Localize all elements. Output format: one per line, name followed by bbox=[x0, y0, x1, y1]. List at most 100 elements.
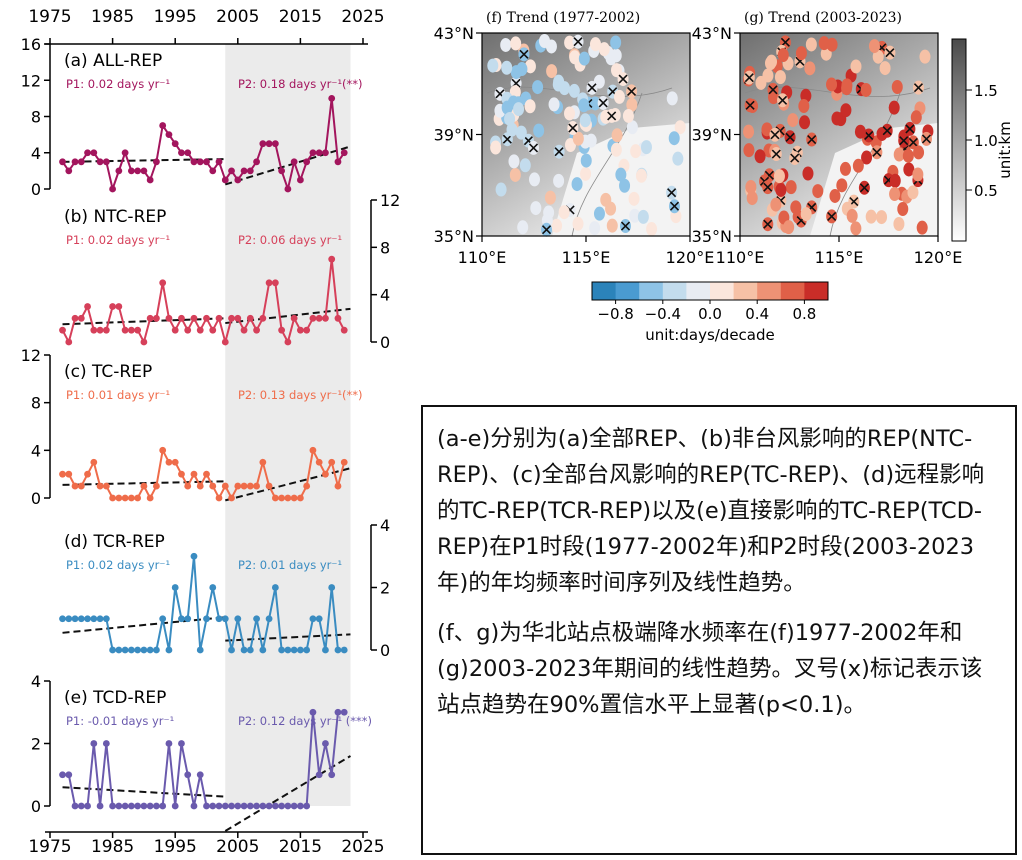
data-point bbox=[96, 615, 104, 623]
station-marker bbox=[509, 85, 521, 100]
station-marker bbox=[522, 133, 534, 148]
station-marker bbox=[605, 201, 617, 216]
lat-tick-label: 43°N bbox=[434, 24, 474, 43]
significance-cross bbox=[554, 147, 564, 157]
data-point bbox=[228, 802, 235, 810]
station-marker bbox=[769, 127, 781, 142]
station-marker bbox=[891, 79, 903, 94]
data-point bbox=[309, 446, 317, 454]
station-marker bbox=[564, 35, 576, 50]
data-point bbox=[290, 802, 298, 810]
significance-cross bbox=[785, 132, 795, 142]
significance-cross bbox=[775, 126, 785, 136]
data-point bbox=[134, 494, 142, 502]
significance-cross bbox=[587, 83, 597, 93]
y-tick-label: 16 bbox=[21, 35, 41, 54]
station-marker bbox=[585, 133, 597, 148]
station-marker bbox=[593, 206, 605, 221]
data-point bbox=[309, 708, 317, 716]
data-point bbox=[278, 802, 286, 810]
station-marker bbox=[507, 117, 519, 132]
significance-cross bbox=[792, 148, 802, 158]
station-marker bbox=[590, 37, 602, 52]
year-tick-label: 2005 bbox=[216, 837, 259, 857]
station-marker bbox=[893, 147, 905, 162]
significance-cross bbox=[900, 144, 910, 154]
data-point bbox=[340, 708, 348, 716]
station-marker bbox=[579, 116, 591, 131]
significance-cross bbox=[502, 134, 512, 144]
data-point bbox=[115, 802, 123, 810]
station-marker bbox=[858, 180, 870, 195]
data-point bbox=[77, 802, 85, 810]
y-tick-label: 0 bbox=[380, 641, 390, 660]
data-point bbox=[209, 326, 217, 334]
p1-rate-text: P1: 0.02 days yr⁻¹ bbox=[66, 77, 170, 91]
panel-e: 0 2 4 (e) TCD-REP P1: -0.01 days yr⁻¹ P2: 0.1… bbox=[31, 672, 372, 832]
lon-tick-label: 110°E bbox=[716, 248, 765, 267]
colorbar-frame bbox=[591, 281, 829, 301]
year-tick-label: 2025 bbox=[341, 837, 384, 857]
station-marker bbox=[841, 201, 853, 216]
station-marker bbox=[776, 216, 788, 231]
significance-cross bbox=[565, 205, 575, 215]
panel-b: 0 4 8 12 (b) NTC-REP P1: 0.02 days yr⁻¹ P2: 0.… bbox=[59, 191, 400, 352]
data-point bbox=[115, 167, 123, 175]
data-point bbox=[253, 158, 260, 166]
station-marker bbox=[494, 86, 506, 101]
data-point bbox=[90, 615, 98, 623]
station-marker bbox=[780, 219, 792, 234]
station-marker bbox=[636, 167, 648, 182]
station-marker bbox=[569, 48, 581, 63]
station-marker bbox=[913, 145, 925, 160]
data-point bbox=[153, 802, 160, 810]
station-marker bbox=[805, 37, 817, 52]
station-marker bbox=[509, 167, 521, 182]
data-point bbox=[271, 494, 279, 502]
year-tick-label: 1985 bbox=[91, 7, 134, 27]
station-marker bbox=[518, 43, 530, 58]
station-marker bbox=[569, 50, 581, 65]
station-marker bbox=[607, 138, 619, 153]
data-point bbox=[284, 494, 292, 502]
data-point bbox=[215, 158, 223, 166]
station-marker bbox=[568, 105, 580, 120]
panel-d: 0 2 4 (d) TCR-REP P1: 0.02 days yr⁻¹ P2: 0.01… bbox=[59, 516, 390, 660]
station-marker bbox=[768, 90, 780, 105]
station-marker bbox=[804, 61, 816, 76]
station-marker bbox=[553, 144, 565, 159]
data-point bbox=[140, 482, 148, 490]
data-point bbox=[84, 470, 91, 478]
station-marker bbox=[606, 108, 618, 123]
y-tick-label: 2 bbox=[380, 579, 390, 598]
station-marker bbox=[552, 100, 564, 115]
station-marker bbox=[610, 142, 622, 157]
station-marker bbox=[490, 58, 502, 73]
significance-cross bbox=[777, 47, 787, 57]
station-marker bbox=[628, 191, 640, 206]
station-marker bbox=[506, 122, 518, 137]
station-marker bbox=[578, 139, 590, 154]
station-marker bbox=[569, 129, 581, 144]
data-point bbox=[159, 446, 167, 454]
station-marker bbox=[777, 48, 789, 63]
station-marker bbox=[761, 122, 773, 137]
colorbar-tick-label: 0.0 bbox=[698, 305, 722, 323]
station-marker bbox=[553, 74, 565, 89]
year-tick-label: 1975 bbox=[28, 837, 71, 857]
station-marker bbox=[607, 84, 619, 99]
station-marker bbox=[799, 115, 811, 130]
station-marker bbox=[774, 123, 786, 138]
data-point bbox=[196, 771, 204, 779]
station-marker bbox=[863, 128, 875, 143]
data-point bbox=[90, 326, 98, 334]
data-point bbox=[184, 149, 192, 157]
station-marker bbox=[568, 83, 580, 98]
data-point bbox=[65, 167, 73, 175]
elevation-colorbar: 0.5 1.0 1.5 unit:km bbox=[951, 38, 1014, 242]
data-point bbox=[259, 458, 267, 466]
station-marker bbox=[887, 164, 899, 179]
station-marker bbox=[629, 208, 641, 223]
station-marker bbox=[790, 200, 802, 215]
lat-tick-label: 39°N bbox=[434, 126, 474, 145]
